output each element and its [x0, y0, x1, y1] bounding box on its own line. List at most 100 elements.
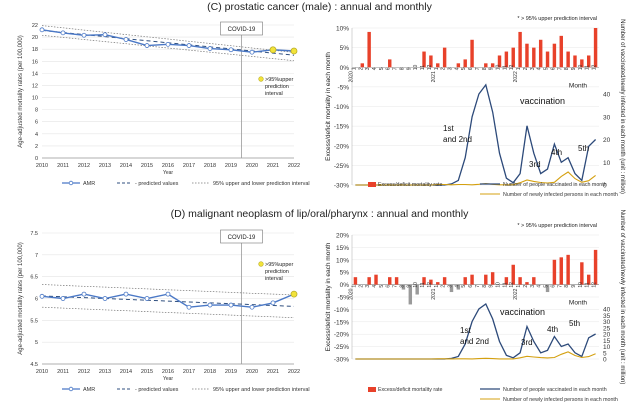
month-tick-label: 11: [502, 65, 508, 70]
y-tick-label: 5%: [340, 45, 350, 52]
month-tick-label: 7: [393, 67, 399, 70]
month-tick-label: 10: [413, 282, 419, 288]
x-tick-label: 2021: [267, 369, 279, 375]
month-tick-label: 2: [358, 285, 364, 288]
month-tick-label: 3: [530, 285, 536, 288]
excess-bar: [394, 277, 399, 285]
year-tick-label: 2021: [431, 71, 437, 82]
excess-bar: [586, 55, 591, 68]
legend-excess-label: Excess/deficit mortality rate: [378, 182, 443, 188]
y2-tick-label: 10: [603, 160, 611, 167]
excess-bar: [552, 259, 557, 285]
month-tick-label: 2: [441, 285, 447, 288]
x-tick-label: 2018: [204, 369, 216, 375]
month-tick-label: 3: [365, 67, 371, 70]
month-tick-label: 10: [496, 64, 502, 70]
amr-point: [207, 302, 213, 308]
excess-bar: [388, 59, 392, 68]
month-tick-label: 4: [537, 67, 543, 70]
x-tick-label: 2017: [183, 369, 195, 375]
x-tick-label: 2010: [36, 163, 48, 169]
month-tick-label: 5: [544, 67, 550, 70]
month-tick-label: 5: [544, 285, 550, 288]
amr-point: [102, 296, 108, 301]
highlight-legend-label: prediction: [265, 269, 289, 275]
excess-bar: [538, 39, 543, 68]
month-tick-label: 7: [393, 285, 399, 288]
y-tick-label: -5%: [337, 84, 349, 91]
excess-bar: [532, 277, 536, 285]
y-tick-label: -5%: [337, 295, 349, 302]
annotation-4th: 4th: [551, 148, 562, 157]
y-tick-label: 10%: [336, 26, 349, 33]
excess-bar: [552, 43, 557, 68]
x-tick-label: 2018: [204, 163, 216, 169]
amr-point: [186, 43, 192, 48]
y2-tick-label: 30: [603, 114, 611, 121]
amr-point: [207, 46, 213, 51]
y-tick-label: -10%: [334, 307, 349, 314]
y-tick-label: -20%: [334, 143, 349, 150]
excess-bar: [484, 63, 488, 68]
month-tick-label: 1: [516, 285, 522, 288]
x-axis-title: Month: [569, 82, 587, 89]
month-tick-label: 4: [454, 285, 460, 288]
y-axis-title: Age-adjusted mortality rates (per 100,00…: [18, 35, 24, 147]
legend-excess-swatch: [368, 387, 376, 392]
section-title-d: (D) malignant neoplasm of lip/oral/phary…: [170, 208, 469, 220]
amr-point: [81, 32, 87, 38]
excess-bar: [545, 284, 550, 293]
y-axis-title: Age-adjusted mortality rates (per 100,00…: [18, 242, 24, 354]
month-tick-label: 12: [592, 64, 598, 70]
y2-tick-label: 5: [603, 350, 607, 357]
covid-label-box: [220, 229, 263, 244]
covid-label: COVID-19: [228, 235, 256, 241]
excess-bar: [511, 264, 515, 285]
month-tick-label: 2: [523, 285, 529, 288]
y2-tick-label: 40: [603, 307, 611, 314]
excess-bar: [566, 254, 570, 285]
amr-point: [123, 37, 129, 42]
month-tick-label: 7: [475, 285, 481, 288]
excess-bar: [504, 51, 509, 68]
month-tick-label: 4: [372, 67, 378, 70]
month-tick-label: 10: [496, 282, 502, 288]
annotation-5th: 5th: [569, 319, 580, 328]
y-tick-label: -10%: [334, 104, 349, 111]
excess-bar: [456, 284, 461, 290]
x-tick-label: 2019: [225, 369, 237, 375]
y-tick-label: 12: [32, 83, 38, 89]
annotation-3rd: 3rd: [529, 160, 541, 169]
highlight-legend-label: >95%upper: [265, 77, 293, 83]
month-tick-label: 5: [379, 285, 385, 288]
month-tick-label: 8: [564, 285, 570, 288]
x-tick-label: 2019: [225, 163, 237, 169]
y-tick-label: 15%: [336, 245, 349, 252]
month-tick-label: 1: [516, 67, 522, 70]
excess-bar: [525, 282, 529, 285]
excess-bar: [559, 35, 563, 68]
excess-bar: [559, 257, 563, 285]
month-tick-label: 11: [420, 282, 426, 287]
month-tick-label: 7: [557, 67, 563, 70]
month-tick-label: 10: [413, 64, 419, 70]
month-tick-label: 1: [351, 67, 357, 70]
month-tick-label: 8: [399, 285, 405, 288]
month-tick-label: 3: [530, 67, 536, 70]
section-title-c: (C) prostatic cancer (male) : annual and…: [207, 1, 432, 13]
month-tick-label: 12: [509, 64, 515, 70]
legend-infected-label: Number of newly infected persons in each…: [503, 397, 618, 403]
legend-amr-marker: [68, 386, 74, 392]
lower-prediction-line: [41, 306, 295, 319]
y-tick-label: 10%: [336, 257, 349, 264]
excess-bar: [415, 284, 419, 295]
star-note: * > 95% upper prediction interval: [517, 16, 597, 22]
month-tick-label: 6: [550, 67, 556, 70]
month-tick-label: 2: [358, 67, 364, 70]
infected-line: [355, 171, 596, 186]
excess-bar: [573, 55, 577, 68]
y-axis-title: Excess/deficit mortality in each month: [325, 52, 332, 161]
excess-bar: [497, 55, 502, 68]
excess-bar: [593, 28, 598, 68]
legend-infected-label: Number of newly infected persons in each…: [503, 192, 618, 198]
